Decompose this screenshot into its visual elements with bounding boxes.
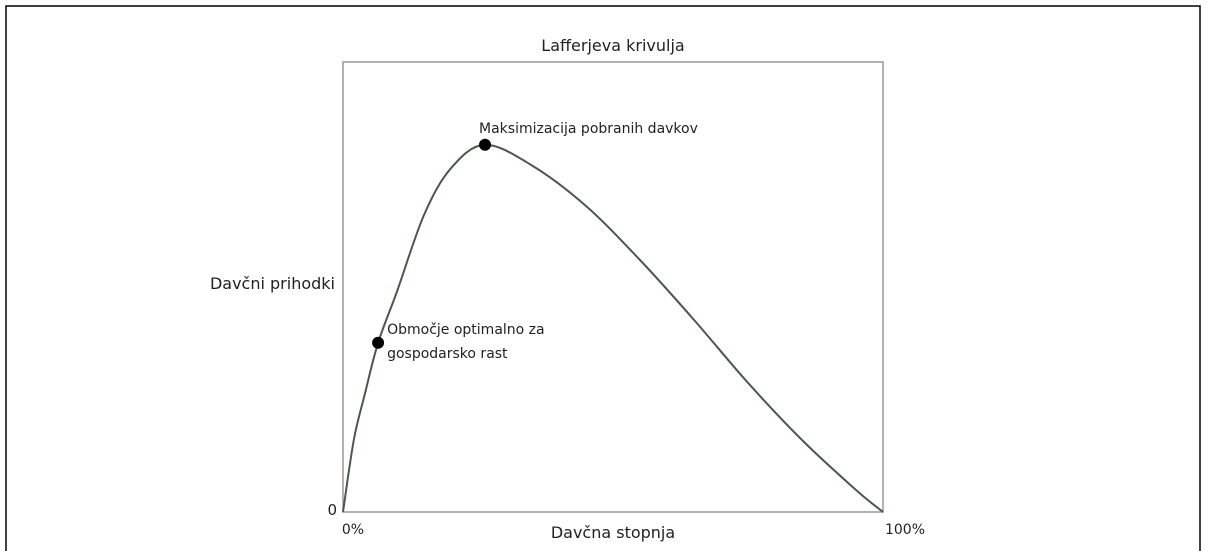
chart-title: Lafferjeva krivulja bbox=[541, 36, 684, 55]
annotation-label: Maksimizacija pobranih davkov bbox=[479, 121, 698, 137]
x-axis-label: Davčna stopnja bbox=[551, 523, 675, 542]
x-tick-label: 100% bbox=[885, 522, 925, 538]
annotation-label: Območje optimalno za gospodarsko rast bbox=[387, 322, 545, 362]
frame bbox=[5, 5, 1201, 551]
annotation-line: Maksimizacija pobranih davkov bbox=[479, 121, 698, 137]
annotation-line: gospodarsko rast bbox=[387, 346, 508, 362]
y-tick-label: 0 bbox=[327, 501, 337, 519]
annotation-line: Območje optimalno za bbox=[387, 322, 545, 338]
annotation-point bbox=[372, 336, 385, 349]
curve bbox=[342, 143, 884, 513]
annotation-point bbox=[479, 138, 492, 151]
plot-box bbox=[342, 61, 884, 513]
y-axis-label: Davčni prihodki bbox=[210, 274, 335, 293]
x-tick-label: 0% bbox=[342, 522, 364, 538]
